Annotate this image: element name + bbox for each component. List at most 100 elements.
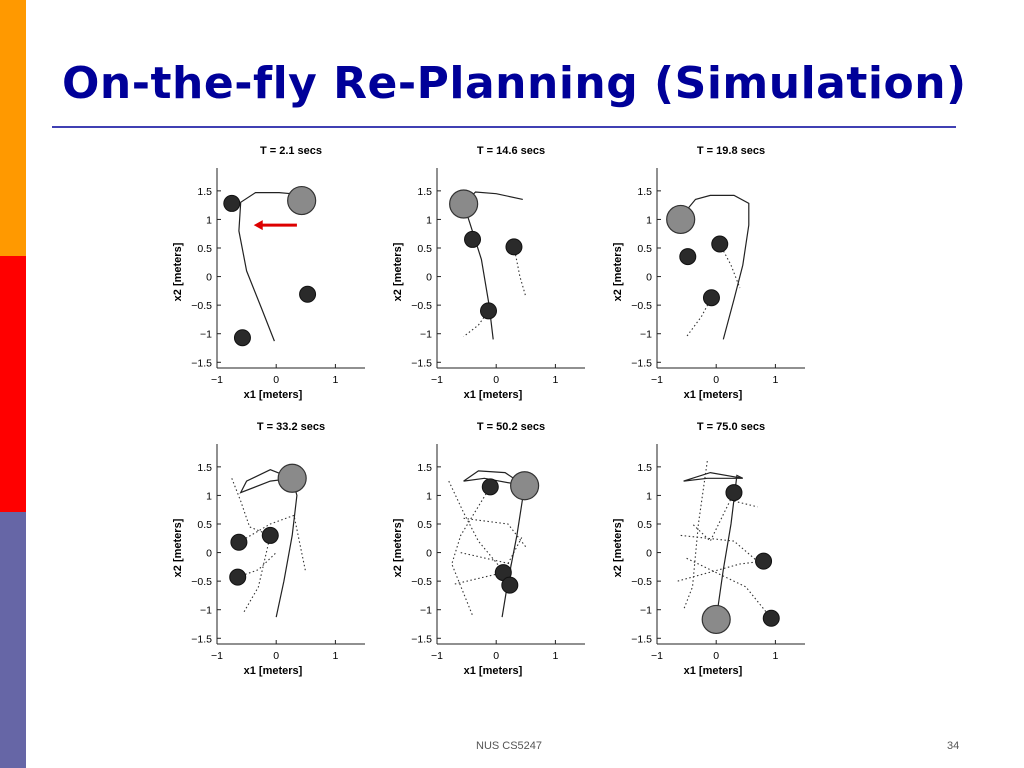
obstacle-trajectory (243, 535, 271, 613)
obstacle-trajectory (686, 557, 772, 619)
x-axis-label: x1 [meters] (684, 665, 743, 677)
y-axis-label: x2 [meters] (392, 518, 404, 577)
y-axis-label: x2 [meters] (612, 518, 624, 577)
obstacle-trajectory (686, 297, 712, 337)
y-tick-label: −0.5 (411, 576, 432, 588)
obstacle-marker (233, 329, 251, 347)
plot-panel-6: T = 75.0 secs 1.5 1 0.5 0 −0.5 −1 −1.5 −1 0 1 x1 [m… (612, 421, 805, 677)
x-axis-label: x1 [meters] (464, 665, 523, 677)
x-tick-label: −1 (431, 374, 443, 386)
obstacle-trajectory (460, 552, 512, 586)
x-axis-label: x1 [meters] (684, 389, 743, 401)
x-tick-label: 0 (273, 374, 279, 386)
plot-title: T = 75.0 secs (697, 421, 765, 433)
x-tick-label: 0 (713, 374, 719, 386)
x-tick-label: −1 (211, 650, 223, 662)
obstacle-trajectory (692, 492, 735, 543)
y-tick-label: −1.5 (191, 633, 212, 645)
side-accent-blue (0, 512, 26, 768)
y-tick-label: 1 (206, 490, 212, 502)
robot-marker (510, 471, 540, 501)
x-axis-label: x1 [meters] (464, 389, 523, 401)
obstacle-marker (464, 230, 482, 248)
y-tick-label: −1 (200, 605, 212, 617)
y-tick-label: 0.5 (197, 243, 212, 255)
x-axis-label: x1 [meters] (244, 389, 303, 401)
y-tick-label: 1.5 (417, 462, 432, 474)
obstacle-marker (702, 289, 720, 307)
obstacle-trajectory (733, 500, 758, 508)
y-tick-label: −1.5 (411, 633, 432, 645)
y-tick-label: 1.5 (197, 462, 212, 474)
obstacle-marker (501, 576, 519, 594)
y-tick-label: 1 (426, 490, 432, 502)
y-tick-label: 1.5 (197, 186, 212, 198)
x-tick-label: −1 (651, 374, 663, 386)
x-tick-label: 1 (332, 650, 338, 662)
obstacle-trajectory (238, 514, 307, 573)
obstacle-marker (679, 248, 697, 266)
x-tick-label: 0 (493, 650, 499, 662)
plot-panel-2: T = 14.6 secs 1.5 1 0.5 0 −0.5 −1 −1.5 −1 0 1 x1 [m… (392, 145, 585, 401)
y-tick-label: −0.5 (631, 300, 652, 312)
robot-marker (449, 189, 479, 219)
robot-path (238, 191, 303, 342)
x-tick-label: 1 (552, 650, 558, 662)
obstacle-trajectory (677, 560, 764, 582)
robot-marker (287, 185, 317, 216)
y-tick-label: 0.5 (417, 519, 432, 531)
plot-panel-1: T = 2.1 secs 1.5 1 0.5 0 −0.5 −1 −1.5 −1 0 1 x1 [me… (172, 145, 365, 401)
side-accent-red (0, 256, 26, 512)
obstacle-marker (711, 235, 729, 253)
y-tick-label: 0 (646, 548, 652, 560)
plot-title: T = 19.8 secs (697, 145, 765, 157)
robot-path (683, 194, 750, 340)
y-tick-label: −0.5 (191, 300, 212, 312)
plot-title: T = 14.6 secs (477, 145, 545, 157)
y-tick-label: −1 (420, 605, 432, 617)
y-tick-label: 1.5 (637, 462, 652, 474)
y-tick-label: 0.5 (637, 243, 652, 255)
y-tick-label: −1.5 (631, 633, 652, 645)
robot-marker (701, 604, 731, 635)
y-tick-label: 0.5 (417, 243, 432, 255)
page-number: 34 (947, 740, 960, 752)
y-tick-label: −1 (640, 605, 652, 617)
x-tick-label: −1 (651, 650, 663, 662)
y-tick-label: 1.5 (417, 186, 432, 198)
obstacle-trajectory (513, 246, 527, 297)
y-tick-label: 1 (646, 214, 652, 226)
y-axis-label: x2 [meters] (172, 518, 184, 577)
plot-panel-3: T = 19.8 secs 1.5 1 0.5 0 −0.5 −1 −1.5 −1 0 1 x1 [m… (612, 145, 805, 401)
y-axis-label: x2 [meters] (612, 242, 624, 301)
plot-title: T = 33.2 secs (257, 421, 325, 433)
x-tick-label: 1 (552, 374, 558, 386)
obstacle-trajectory (719, 243, 741, 289)
x-tick-label: 1 (332, 374, 338, 386)
y-axis-label: x2 [meters] (392, 242, 404, 301)
plot-panel-5: T = 50.2 secs 1.5 1 0.5 0 −0.5 −1 −1.5 −1 0 1 x1 [m… (392, 421, 585, 677)
y-tick-label: 0 (646, 272, 652, 284)
y-tick-label: 1.5 (637, 186, 652, 198)
robot-path (463, 470, 526, 618)
y-tick-label: 0.5 (637, 519, 652, 531)
robot-path (683, 471, 744, 620)
x-tick-label: 1 (772, 374, 778, 386)
plot-title: T = 2.1 secs (260, 145, 322, 157)
obstacle-trajectory (448, 480, 503, 571)
plot-panel-4: T = 33.2 secs 1.5 1 0.5 0 −0.5 −1 −1.5 −1 0 1 x1 [m… (172, 421, 365, 677)
y-tick-label: −1.5 (411, 357, 432, 369)
obstacle-trajectory (680, 534, 761, 565)
obstacle-trajectory (463, 517, 527, 548)
obstacle-trajectory (683, 461, 708, 610)
x-tick-label: 0 (493, 374, 499, 386)
y-tick-label: −0.5 (191, 576, 212, 588)
title-divider (52, 126, 956, 128)
robot-marker (277, 463, 307, 493)
footer-course: NUS CS5247 (476, 740, 543, 752)
x-tick-label: −1 (211, 374, 223, 386)
y-axis-label: x2 [meters] (172, 242, 184, 301)
obstacle-marker (725, 484, 743, 502)
x-tick-label: 0 (273, 650, 279, 662)
x-tick-label: 0 (713, 650, 719, 662)
